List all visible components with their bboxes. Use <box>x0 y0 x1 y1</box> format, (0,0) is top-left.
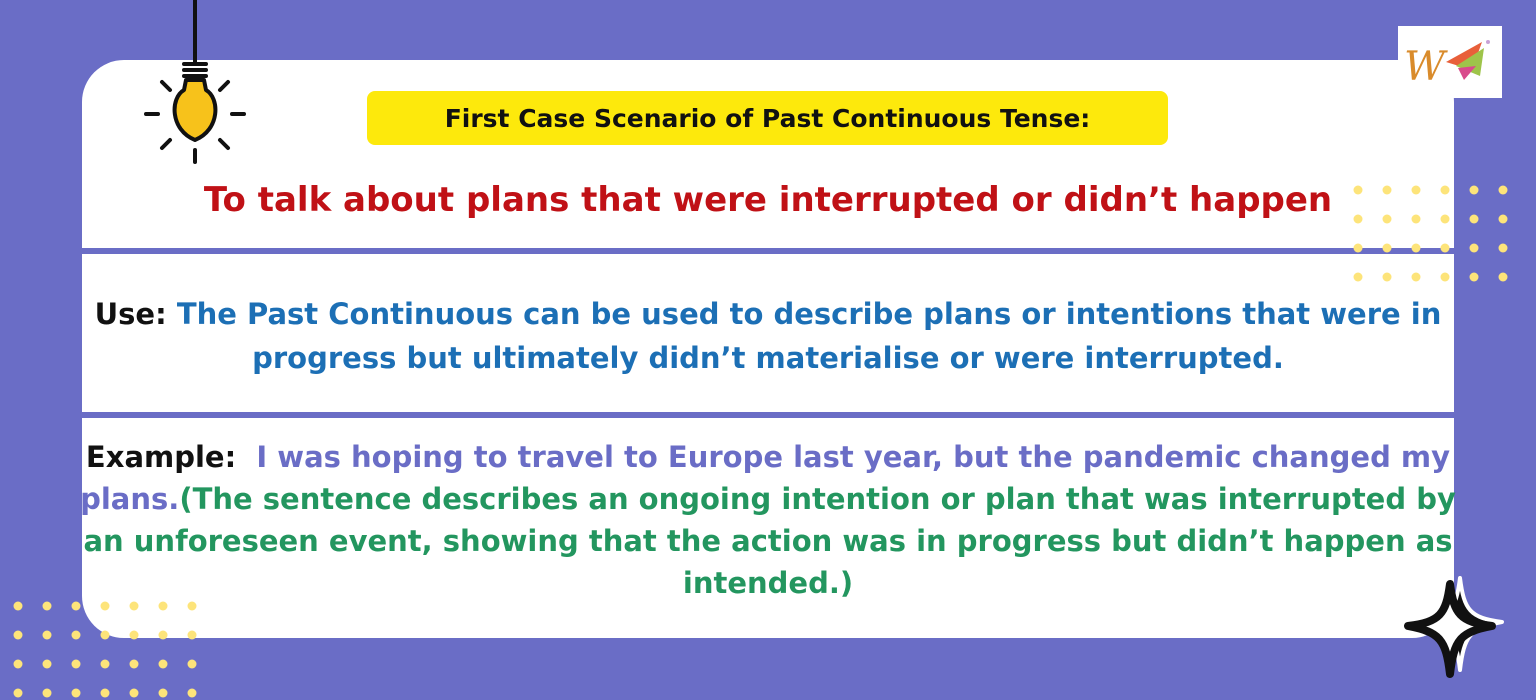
decorative-dot <box>1469 214 1479 224</box>
decorative-dot <box>42 601 52 611</box>
decorative-dot <box>71 688 81 698</box>
decorative-dot <box>1440 185 1450 195</box>
dot-pattern-right <box>1353 185 1508 282</box>
scenario-subtitle: To talk about plans that were interrupte… <box>203 180 1333 220</box>
scenario-heading: First Case Scenario of Past Continuous T… <box>367 91 1168 145</box>
content-card <box>82 60 1454 638</box>
decorative-dot <box>129 688 139 698</box>
lamp-cable <box>193 0 197 56</box>
decorative-dot <box>129 659 139 669</box>
decorative-dot <box>1498 272 1508 282</box>
dot-pattern-left <box>13 601 197 698</box>
decorative-dot <box>129 630 139 640</box>
decorative-dot <box>187 630 197 640</box>
decorative-dot <box>13 688 23 698</box>
decorative-dot <box>187 601 197 611</box>
decorative-dot <box>100 630 110 640</box>
decorative-dot <box>71 659 81 669</box>
decorative-dot <box>1440 272 1450 282</box>
decorative-dot <box>1411 214 1421 224</box>
example-sentence: I was hoping to travel to Europe last ye… <box>80 440 1451 516</box>
decorative-dot <box>187 688 197 698</box>
decorative-dot <box>13 601 23 611</box>
decorative-dot <box>1498 185 1508 195</box>
decorative-dot <box>1440 214 1450 224</box>
brand-logo: W <box>1398 26 1502 98</box>
decorative-dot <box>1440 243 1450 253</box>
decorative-dot <box>1353 243 1363 253</box>
decorative-dot <box>1353 214 1363 224</box>
decorative-dot <box>1382 185 1392 195</box>
decorative-dot <box>1382 272 1392 282</box>
decorative-dot <box>1469 272 1479 282</box>
decorative-dot <box>1382 214 1392 224</box>
decorative-dot <box>1498 243 1508 253</box>
svg-text:W: W <box>1404 44 1448 90</box>
decorative-dot <box>42 630 52 640</box>
use-label: Use: <box>94 297 167 331</box>
decorative-dot <box>13 630 23 640</box>
decorative-dot <box>158 659 168 669</box>
example-explanation: (The sentence describes an ongoing inten… <box>83 482 1456 600</box>
decorative-dot <box>1382 243 1392 253</box>
lightbulb-icon <box>144 52 246 164</box>
decorative-dot <box>100 688 110 698</box>
decorative-dot <box>13 659 23 669</box>
decorative-dot <box>100 659 110 669</box>
use-section: Use: The Past Continuous can be used to … <box>82 292 1454 380</box>
decorative-dot <box>100 601 110 611</box>
decorative-dot <box>42 659 52 669</box>
section-divider <box>82 248 1454 254</box>
section-divider <box>82 412 1454 418</box>
example-label: Example: <box>85 440 237 474</box>
decorative-dot <box>1411 243 1421 253</box>
decorative-dot <box>1498 214 1508 224</box>
decorative-dot <box>158 630 168 640</box>
decorative-dot <box>1353 185 1363 195</box>
use-text: The Past Continuous can be used to descr… <box>176 297 1442 375</box>
decorative-dot <box>1411 272 1421 282</box>
decorative-dot <box>187 659 197 669</box>
sparkle-star-icon <box>1404 576 1504 678</box>
decorative-dot <box>1469 243 1479 253</box>
decorative-dot <box>158 688 168 698</box>
decorative-dot <box>71 601 81 611</box>
decorative-dot <box>1353 272 1363 282</box>
decorative-dot <box>1411 185 1421 195</box>
decorative-dot <box>42 688 52 698</box>
decorative-dot <box>1469 185 1479 195</box>
example-section: Example: I was hoping to travel to Europ… <box>76 436 1460 604</box>
decorative-dot <box>158 601 168 611</box>
decorative-dot <box>129 601 139 611</box>
decorative-dot <box>71 630 81 640</box>
